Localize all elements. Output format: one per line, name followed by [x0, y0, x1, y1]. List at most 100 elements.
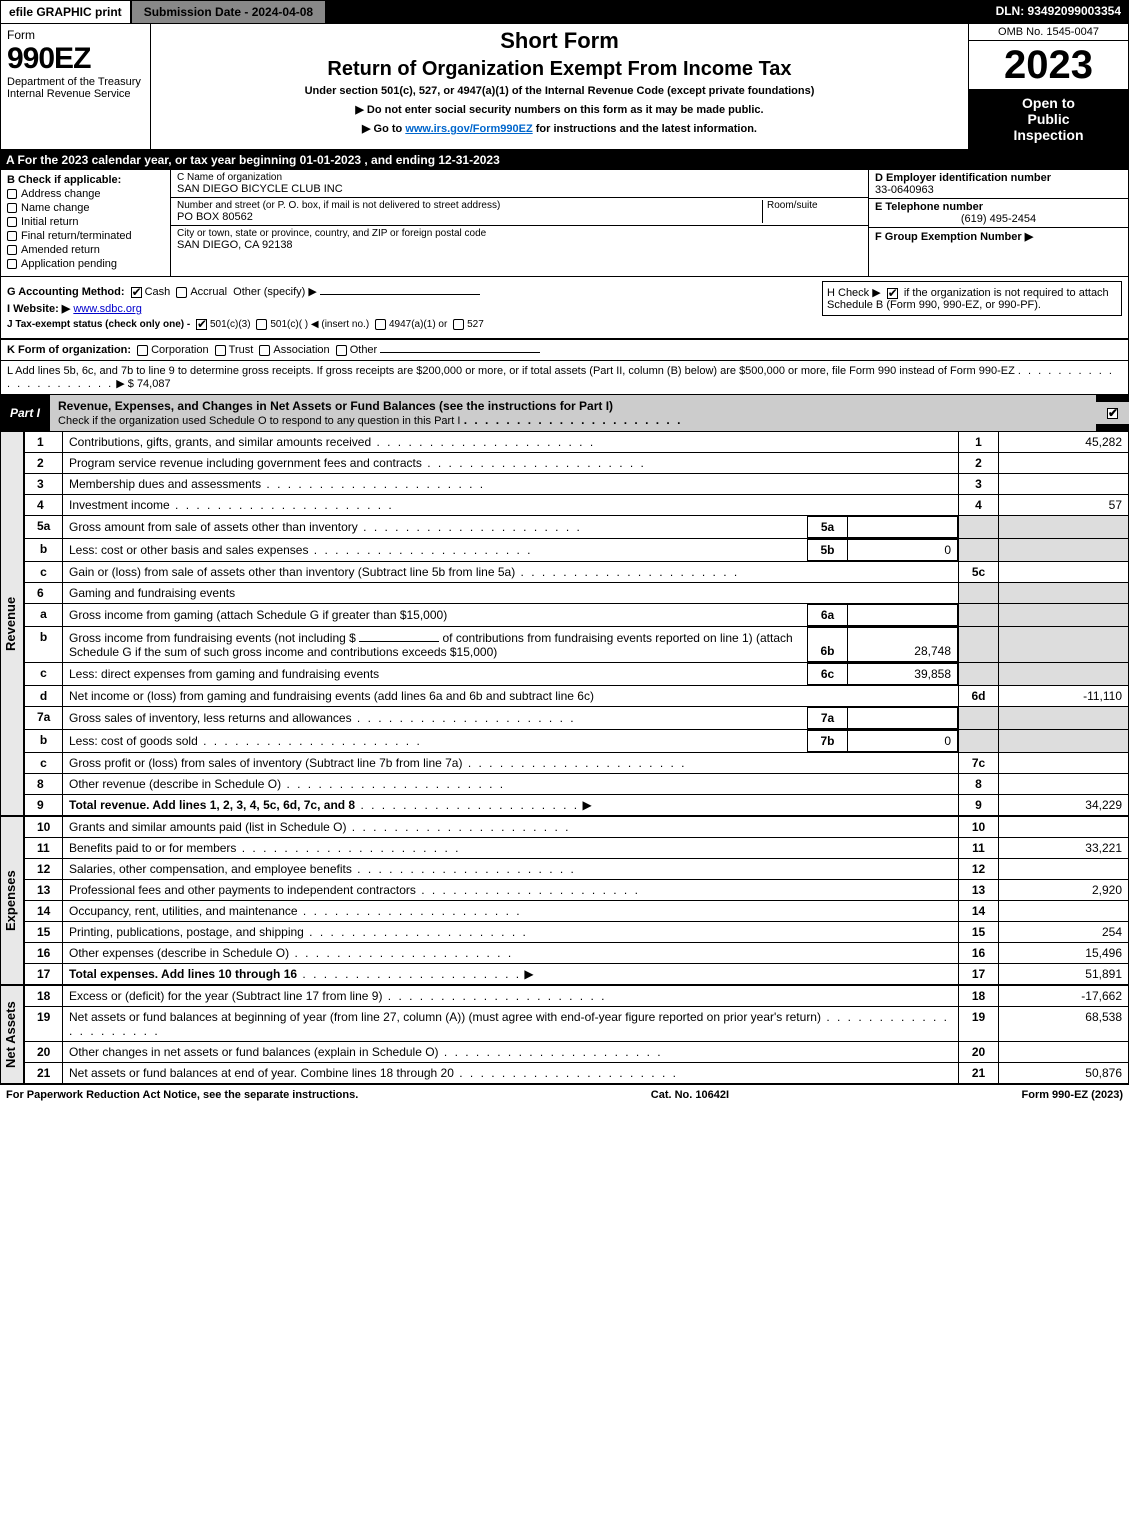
line-11: 11Benefits paid to or for members1133,22…	[25, 838, 1129, 859]
line-4: 4Investment income457	[25, 495, 1129, 516]
dln-label: DLN: 93492099003354	[988, 0, 1129, 24]
page-footer: For Paperwork Reduction Act Notice, see …	[0, 1084, 1129, 1105]
subtitle: Under section 501(c), 527, or 4947(a)(1)…	[159, 85, 960, 97]
checkbox-name-change[interactable]	[7, 203, 17, 213]
open-to-public: Open to Public Inspection	[969, 89, 1128, 149]
line-17: 17Total expenses. Add lines 10 through 1…	[25, 964, 1129, 985]
top-bar: efile GRAPHIC print Submission Date - 20…	[0, 0, 1129, 24]
line-8: 8Other revenue (describe in Schedule O)8	[25, 774, 1129, 795]
instr2-post: for instructions and the latest informat…	[536, 123, 757, 135]
form-word: Form	[7, 28, 144, 42]
omb-number: OMB No. 1545-0047	[969, 24, 1128, 41]
line-6c: cLess: direct expenses from gaming and f…	[25, 663, 1129, 686]
k-row: K Form of organization: Corporation Trus…	[0, 339, 1129, 361]
street-label: Number and street (or P. O. box, if mail…	[177, 200, 762, 211]
line-12: 12Salaries, other compensation, and empl…	[25, 859, 1129, 880]
k-label: K Form of organization:	[7, 344, 131, 356]
checkbox-schedule-o[interactable]	[1107, 408, 1118, 419]
line-15: 15Printing, publications, postage, and s…	[25, 922, 1129, 943]
part-1-tag: Part I	[0, 402, 50, 424]
part-1-header: Part I Revenue, Expenses, and Changes in…	[0, 395, 1129, 431]
checkbox-association[interactable]	[259, 345, 270, 356]
checkbox-accrual[interactable]	[176, 287, 187, 298]
form-number: 990EZ	[7, 42, 144, 76]
checkbox-corporation[interactable]	[137, 345, 148, 356]
instr2-pre: ▶ Go to	[362, 123, 405, 135]
website-link[interactable]: www.sdbc.org	[73, 303, 141, 315]
checkbox-4947[interactable]	[375, 319, 386, 330]
checkbox-cash[interactable]	[131, 287, 142, 298]
checkbox-other[interactable]	[336, 345, 347, 356]
net-assets-section: Net Assets 18Excess or (deficit) for the…	[0, 985, 1129, 1084]
column-c: C Name of organization SAN DIEGO BICYCLE…	[171, 170, 868, 276]
line-3: 3Membership dues and assessments3	[25, 474, 1129, 495]
line-6a: aGross income from gaming (attach Schedu…	[25, 604, 1129, 627]
column-b: B Check if applicable: Address change Na…	[1, 170, 171, 276]
room-label: Room/suite	[767, 200, 862, 211]
short-form-title: Short Form	[159, 28, 960, 54]
checkbox-527[interactable]	[453, 319, 464, 330]
line-6b: bGross income from fundraising events (n…	[25, 627, 1129, 663]
irs-label: Internal Revenue Service	[7, 88, 144, 100]
h-box: H Check ▶ if the organization is not req…	[822, 281, 1122, 316]
line-10: 10Grants and similar amounts paid (list …	[25, 817, 1129, 838]
footer-left: For Paperwork Reduction Act Notice, see …	[6, 1089, 358, 1101]
line-6: 6Gaming and fundraising events	[25, 583, 1129, 604]
part-1-check-note: Check if the organization used Schedule …	[58, 415, 460, 427]
checkbox-address-change[interactable]	[7, 189, 17, 199]
g-label: G Accounting Method:	[7, 286, 125, 298]
revenue-label: Revenue	[0, 431, 24, 816]
l-row: L Add lines 5b, 6c, and 7b to line 9 to …	[0, 361, 1129, 395]
instruction-2: ▶ Go to www.irs.gov/Form990EZ for instru…	[159, 122, 960, 135]
i-website-label: I Website: ▶	[7, 303, 70, 315]
footer-mid: Cat. No. 10642I	[651, 1089, 729, 1101]
checkbox-application-pending[interactable]	[7, 259, 17, 269]
d-ein-value: 33-0640963	[875, 184, 1122, 196]
line-9: 9Total revenue. Add lines 1, 2, 3, 4, 5c…	[25, 795, 1129, 816]
irs-link[interactable]: www.irs.gov/Form990EZ	[405, 123, 532, 135]
f-group-exemption: F Group Exemption Number ▶	[875, 230, 1122, 243]
expenses-section: Expenses 10Grants and similar amounts pa…	[0, 816, 1129, 985]
checkbox-amended-return[interactable]	[7, 245, 17, 255]
checkbox-trust[interactable]	[215, 345, 226, 356]
tax-year: 2023	[969, 41, 1128, 89]
line-19: 19Net assets or fund balances at beginni…	[25, 1007, 1129, 1042]
checkbox-h[interactable]	[887, 288, 898, 299]
line-2: 2Program service revenue including gover…	[25, 453, 1129, 474]
j-label: J Tax-exempt status (check only one) -	[7, 319, 190, 330]
checkbox-501c3[interactable]	[196, 319, 207, 330]
e-phone-value: (619) 495-2454	[875, 213, 1122, 225]
net-assets-label: Net Assets	[0, 985, 24, 1084]
main-title: Return of Organization Exempt From Incom…	[159, 58, 960, 81]
efile-print-label[interactable]: efile GRAPHIC print	[0, 0, 131, 24]
checkbox-final-return[interactable]	[7, 231, 17, 241]
line-5b: bLess: cost or other basis and sales exp…	[25, 539, 1129, 562]
checkbox-501c[interactable]	[256, 319, 267, 330]
expenses-label: Expenses	[0, 816, 24, 985]
e-phone-label: E Telephone number	[875, 201, 1122, 213]
misc-ghijk: H Check ▶ if the organization is not req…	[0, 277, 1129, 339]
l-text: L Add lines 5b, 6c, and 7b to line 9 to …	[7, 365, 1015, 377]
checkbox-initial-return[interactable]	[7, 217, 17, 227]
line-18: 18Excess or (deficit) for the year (Subt…	[25, 986, 1129, 1007]
line-13: 13Professional fees and other payments t…	[25, 880, 1129, 901]
d-ein-label: D Employer identification number	[875, 172, 1122, 184]
form-header: Form 990EZ Department of the Treasury In…	[0, 24, 1129, 150]
b-title: B Check if applicable:	[7, 174, 164, 186]
line-16: 16Other expenses (describe in Schedule O…	[25, 943, 1129, 964]
city-label: City or town, state or province, country…	[177, 228, 862, 239]
line-7b: bLess: cost of goods sold7b0	[25, 730, 1129, 753]
dept-treasury: Department of the Treasury	[7, 76, 144, 88]
column-def: D Employer identification number 33-0640…	[868, 170, 1128, 276]
section-bcdef: B Check if applicable: Address change Na…	[0, 170, 1129, 277]
line-7a: 7aGross sales of inventory, less returns…	[25, 707, 1129, 730]
l-amount: $ 74,087	[128, 378, 171, 390]
line-5a: 5aGross amount from sale of assets other…	[25, 516, 1129, 539]
revenue-section: Revenue 1Contributions, gifts, grants, a…	[0, 431, 1129, 816]
part-1-title: Revenue, Expenses, and Changes in Net As…	[58, 399, 613, 413]
line-14: 14Occupancy, rent, utilities, and mainte…	[25, 901, 1129, 922]
line-1: 1Contributions, gifts, grants, and simil…	[25, 432, 1129, 453]
line-5c: cGain or (loss) from sale of assets othe…	[25, 562, 1129, 583]
row-a-tax-year: A For the 2023 calendar year, or tax yea…	[0, 150, 1129, 170]
org-name: SAN DIEGO BICYCLE CLUB INC	[177, 183, 862, 195]
